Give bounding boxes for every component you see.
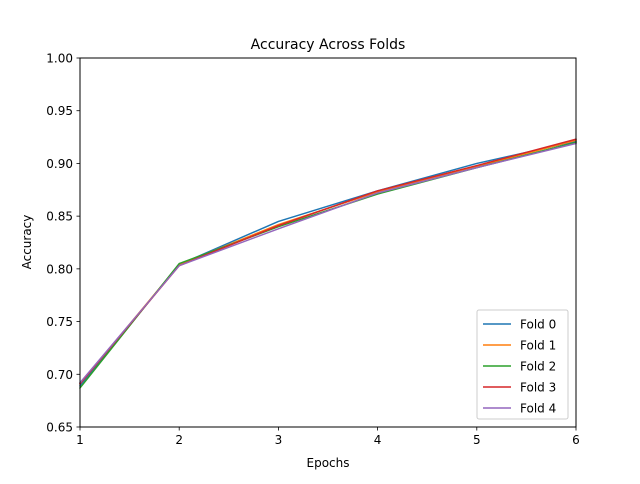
legend-label-fold-2: Fold 2 bbox=[520, 360, 556, 374]
x-tick-label: 4 bbox=[374, 433, 382, 447]
chart-title: Accuracy Across Folds bbox=[251, 37, 406, 53]
legend-label-fold-1: Fold 1 bbox=[520, 339, 556, 353]
x-tick-label: 5 bbox=[473, 433, 481, 447]
y-axis-label: Accuracy bbox=[20, 215, 34, 270]
axes-layer: 1 2 3 4 5 6 0.65 0.70 0.75 0.80 0.85 0.90 0.95 1.00 bbox=[46, 52, 580, 448]
x-tick-label: 1 bbox=[76, 433, 84, 447]
legend: Fold 0 Fold 1 Fold 2 Fold 3 Fold 4 bbox=[476, 309, 569, 420]
legend-label-fold-3: Fold 3 bbox=[520, 381, 556, 395]
x-tick-label: 3 bbox=[275, 433, 283, 447]
y-tick-label: 0.65 bbox=[46, 421, 73, 435]
series-layer bbox=[78, 138, 577, 390]
y-tick-label: 1.00 bbox=[46, 52, 73, 66]
x-tick-label: 2 bbox=[175, 433, 183, 447]
x-axis-label: Epochs bbox=[307, 456, 350, 470]
legend-label-fold-0: Fold 0 bbox=[520, 318, 556, 332]
y-tick-label: 0.95 bbox=[46, 104, 73, 118]
y-tick-label: 0.90 bbox=[46, 157, 73, 171]
legend-label-fold-4: Fold 4 bbox=[520, 402, 556, 416]
y-tick-label: 0.85 bbox=[46, 210, 73, 224]
legend-box bbox=[476, 309, 569, 420]
y-tick-label: 0.80 bbox=[46, 262, 73, 276]
y-tick-label: 0.70 bbox=[46, 368, 73, 382]
y-tick-label: 0.75 bbox=[46, 315, 73, 329]
x-tick-label: 6 bbox=[572, 433, 580, 447]
plot-frame bbox=[79, 57, 577, 428]
series-line-fold-4 bbox=[78, 142, 577, 384]
